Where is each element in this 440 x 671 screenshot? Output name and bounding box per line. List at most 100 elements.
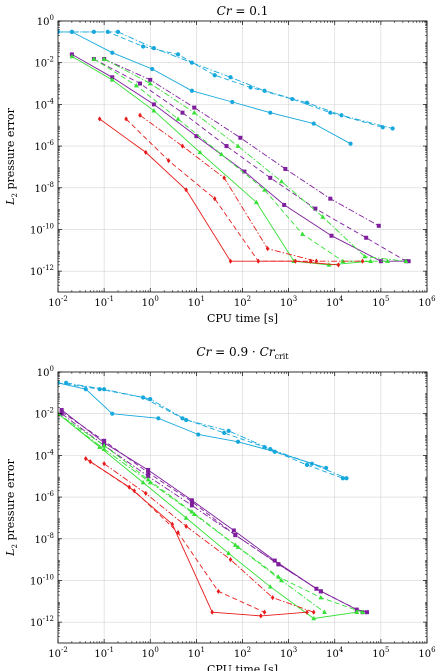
data-point — [64, 380, 69, 386]
data-point — [268, 447, 273, 452]
y-tick-label: 10-10 — [30, 222, 54, 236]
data-point — [226, 428, 231, 433]
data-point — [110, 50, 115, 55]
series-line-7 — [71, 56, 371, 266]
data-point — [91, 56, 97, 61]
data-point — [101, 56, 107, 61]
data-point — [184, 187, 188, 193]
data-point — [279, 577, 284, 583]
data-point — [233, 533, 238, 538]
data-point — [151, 46, 157, 51]
x-tick-label: 103 — [280, 295, 297, 309]
x-tick-label: 104 — [326, 295, 344, 309]
data-point — [196, 432, 201, 437]
data-point — [318, 595, 324, 600]
data-point — [110, 411, 115, 416]
data-point — [216, 588, 221, 594]
data-point — [184, 417, 189, 423]
data-point — [268, 175, 273, 180]
data-point — [231, 528, 236, 533]
data-point — [304, 100, 310, 105]
data-point — [311, 609, 316, 615]
x-tick-label: 101 — [188, 295, 205, 309]
data-point — [403, 258, 409, 264]
data-point — [279, 178, 284, 184]
y-tick-label: 10-4 — [34, 448, 54, 462]
data-point — [189, 509, 195, 514]
series-line-8 — [93, 58, 388, 262]
data-point — [230, 99, 235, 105]
data-point — [102, 440, 107, 445]
data-point — [228, 75, 233, 80]
series-line-1 — [58, 31, 351, 145]
data-point — [336, 262, 341, 268]
data-point — [189, 88, 195, 93]
y-axis-label: L2 pressure error — [4, 107, 19, 205]
data-point — [102, 461, 106, 467]
data-point — [256, 258, 261, 264]
y-tick-label: 10-2 — [34, 407, 54, 421]
data-point — [210, 609, 214, 615]
y-tick-label: 10-2 — [34, 56, 54, 70]
data-point — [235, 143, 241, 148]
data-point — [314, 586, 319, 591]
data-point — [189, 499, 194, 504]
data-point — [151, 108, 157, 113]
x-tick-label: 10-1 — [94, 646, 114, 660]
data-point — [224, 144, 229, 149]
data-point — [305, 609, 309, 615]
data-point — [235, 439, 241, 444]
data-point — [322, 609, 327, 615]
data-point — [88, 459, 93, 465]
data-point — [364, 610, 369, 615]
series-line-3 — [71, 31, 393, 129]
data-point — [58, 29, 61, 34]
y-tick-label: 10-4 — [34, 97, 54, 111]
data-point — [265, 246, 270, 252]
series-line-5 — [61, 411, 363, 613]
data-point — [146, 467, 151, 472]
data-point — [368, 258, 374, 264]
data-point — [146, 470, 151, 475]
data-point — [145, 476, 151, 482]
data-point — [102, 438, 107, 443]
data-point — [166, 158, 171, 164]
data-point — [228, 258, 233, 264]
data-point — [262, 187, 267, 192]
data-point — [348, 141, 353, 146]
data-point — [270, 595, 275, 601]
data-point — [97, 116, 102, 122]
chart-title: Cr = 0.1 — [217, 4, 269, 18]
data-point — [101, 446, 107, 451]
data-point — [124, 116, 128, 122]
x-tick-label: 100 — [142, 646, 159, 660]
x-tick-label: 102 — [234, 646, 251, 660]
x-tick-label: 10-2 — [48, 646, 68, 660]
data-point — [180, 110, 185, 115]
series-line-10 — [85, 458, 308, 617]
data-point — [390, 126, 395, 131]
data-point — [262, 609, 267, 615]
data-point — [101, 442, 107, 448]
y-tick-label: 10-6 — [34, 139, 54, 153]
data-point — [364, 235, 369, 240]
x-tick-label: 105 — [372, 295, 389, 309]
data-point — [242, 169, 247, 174]
series-line-12 — [139, 114, 363, 262]
y-tick-label: 100 — [37, 14, 54, 28]
data-point — [184, 523, 188, 529]
data-point — [406, 259, 411, 264]
data-point — [228, 557, 233, 563]
data-point — [272, 558, 277, 563]
y-tick-label: 10-10 — [30, 573, 54, 587]
data-point — [175, 52, 181, 57]
y-tick-label: 10-8 — [34, 532, 54, 546]
data-point — [191, 511, 197, 517]
data-point — [83, 456, 88, 462]
data-point — [109, 77, 115, 82]
data-point — [140, 479, 146, 485]
series-line-4 — [71, 54, 409, 262]
data-point — [97, 387, 102, 392]
series-group — [58, 380, 369, 621]
data-point — [143, 149, 148, 155]
